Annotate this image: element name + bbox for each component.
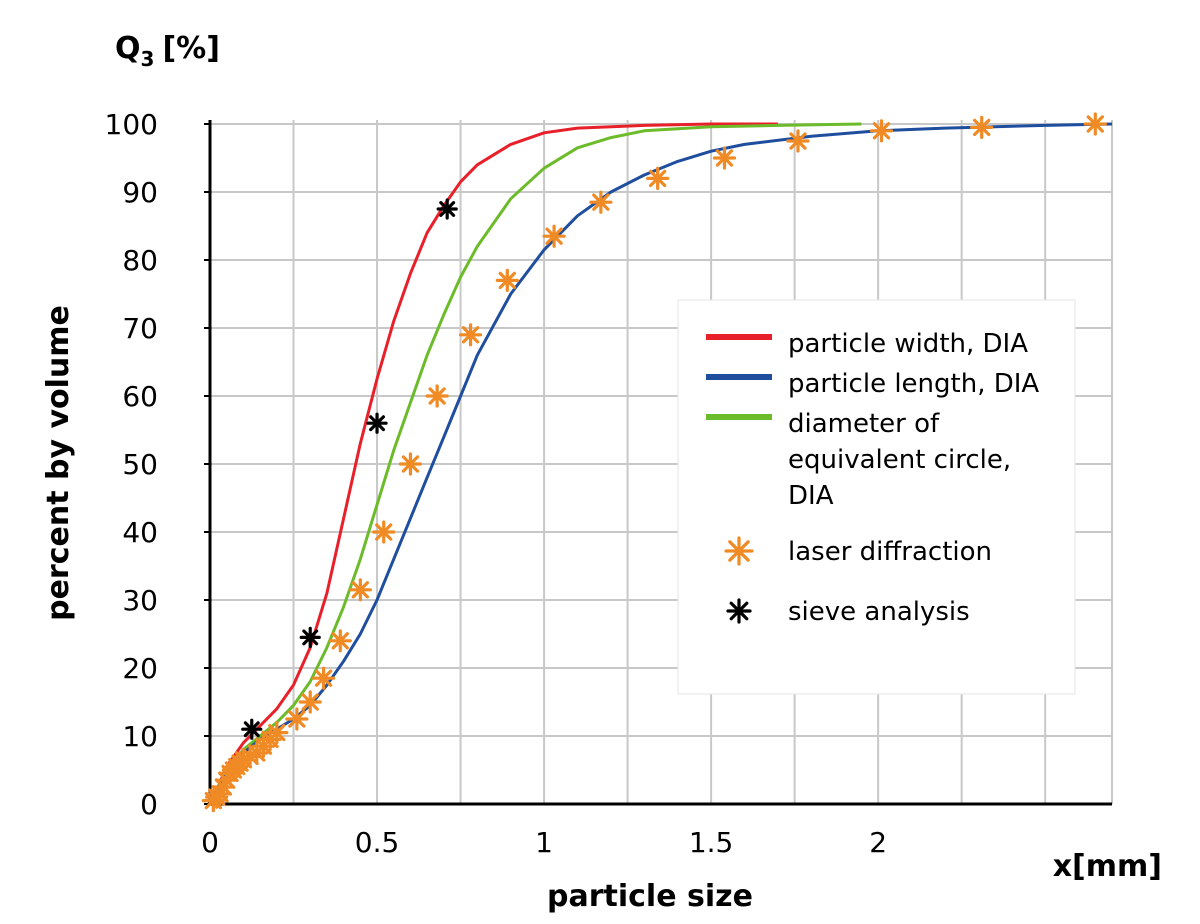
legend-item-laser-diffraction: laser diffraction bbox=[724, 536, 992, 567]
y-tick-label: 50 bbox=[122, 448, 158, 481]
marker-sieve-analysis bbox=[366, 412, 388, 434]
y-tick-label: 90 bbox=[122, 176, 158, 209]
y-axis-top-label-q: Q bbox=[115, 31, 141, 66]
marker-laser-diffraction bbox=[589, 190, 613, 214]
legend-label: equivalent circle, bbox=[788, 445, 1011, 475]
x-tick-label: 0 bbox=[201, 826, 219, 859]
legend-label: particle width, DIA bbox=[788, 329, 1028, 359]
y-tick-label: 60 bbox=[122, 380, 158, 413]
y-axis-top-label: Q3 [%] bbox=[115, 31, 220, 71]
legend-item-particle-length-dia: particle length, DIA bbox=[706, 369, 1039, 399]
x-axis-label: particle size bbox=[547, 879, 753, 914]
x-tick-label: 1.5 bbox=[689, 826, 734, 859]
x-tick-label: 0.5 bbox=[355, 826, 400, 859]
marker-laser-diffraction bbox=[542, 224, 566, 248]
y-axis-top-label-sub: 3 bbox=[141, 47, 155, 71]
marker-laser-diffraction bbox=[328, 629, 352, 653]
legend-item-particle-width-dia: particle width, DIA bbox=[706, 329, 1028, 359]
marker-laser-diffraction bbox=[285, 707, 309, 731]
legend-item-diameter-of-equivalent-circle-dia: diameter of equivalent circle, DIA bbox=[706, 409, 1011, 511]
y-tick-label: 40 bbox=[122, 516, 158, 549]
y-tick-label: 80 bbox=[122, 244, 158, 277]
marker-laser-diffraction bbox=[712, 146, 737, 170]
marker-sieve-analysis bbox=[436, 198, 458, 220]
markers-group bbox=[201, 112, 1107, 813]
legend-box bbox=[677, 299, 1076, 695]
marker-laser-diffraction bbox=[970, 115, 994, 139]
marker-laser-diffraction bbox=[265, 720, 289, 745]
marker-laser-diffraction bbox=[372, 520, 396, 544]
axes bbox=[208, 120, 1112, 806]
legend-label: laser diffraction bbox=[788, 537, 992, 567]
y-tick-label: 20 bbox=[122, 652, 158, 685]
x-tick-label: 2 bbox=[869, 826, 887, 859]
y-tick-label: 0 bbox=[140, 788, 158, 821]
y-tick-label: 30 bbox=[122, 584, 158, 617]
y-axis-label: percent by volume bbox=[41, 305, 76, 621]
marker-laser-diffraction bbox=[1083, 112, 1107, 136]
legend-marker-icon bbox=[724, 536, 754, 566]
marker-laser-diffraction bbox=[398, 452, 423, 476]
marker-laser-diffraction bbox=[869, 119, 894, 143]
marker-laser-diffraction bbox=[348, 578, 372, 602]
x-tick-labels: 0 0.5 1 1.5 2 bbox=[201, 826, 887, 859]
marker-laser-diffraction bbox=[458, 323, 483, 347]
y-axis-top-label-unit: [%] bbox=[162, 31, 219, 66]
marker-laser-diffraction bbox=[298, 690, 322, 714]
y-tick-label: 70 bbox=[122, 312, 158, 345]
legend-items: particle width, DIA particle length, DIA d… bbox=[706, 329, 1039, 627]
legend-item-sieve-analysis: sieve analysis bbox=[726, 597, 970, 627]
legend-label: DIA bbox=[788, 481, 834, 511]
y-tick-label: 10 bbox=[122, 720, 158, 753]
legend-marker-icon bbox=[726, 598, 752, 624]
x-tick-label: 1 bbox=[535, 826, 553, 859]
legend-label: diameter of bbox=[788, 409, 940, 439]
marker-sieve-analysis bbox=[241, 718, 263, 740]
y-tick-label: 100 bbox=[105, 108, 158, 141]
marker-laser-diffraction bbox=[495, 268, 519, 292]
marker-sieve-analysis bbox=[299, 626, 321, 649]
legend-label: particle length, DIA bbox=[788, 369, 1039, 399]
legend-label: sieve analysis bbox=[788, 597, 970, 627]
marker-laser-diffraction bbox=[786, 129, 810, 153]
y-tick-labels: 0 10 20 30 40 50 60 70 80 90 100 bbox=[105, 108, 210, 821]
legend: particle width, DIA particle length, DIA d… bbox=[677, 299, 1076, 695]
marker-laser-diffraction bbox=[646, 166, 670, 190]
marker-laser-diffraction bbox=[311, 666, 336, 690]
x-axis-unit-label: x[mm] bbox=[1053, 849, 1162, 884]
marker-laser-diffraction bbox=[425, 384, 449, 408]
